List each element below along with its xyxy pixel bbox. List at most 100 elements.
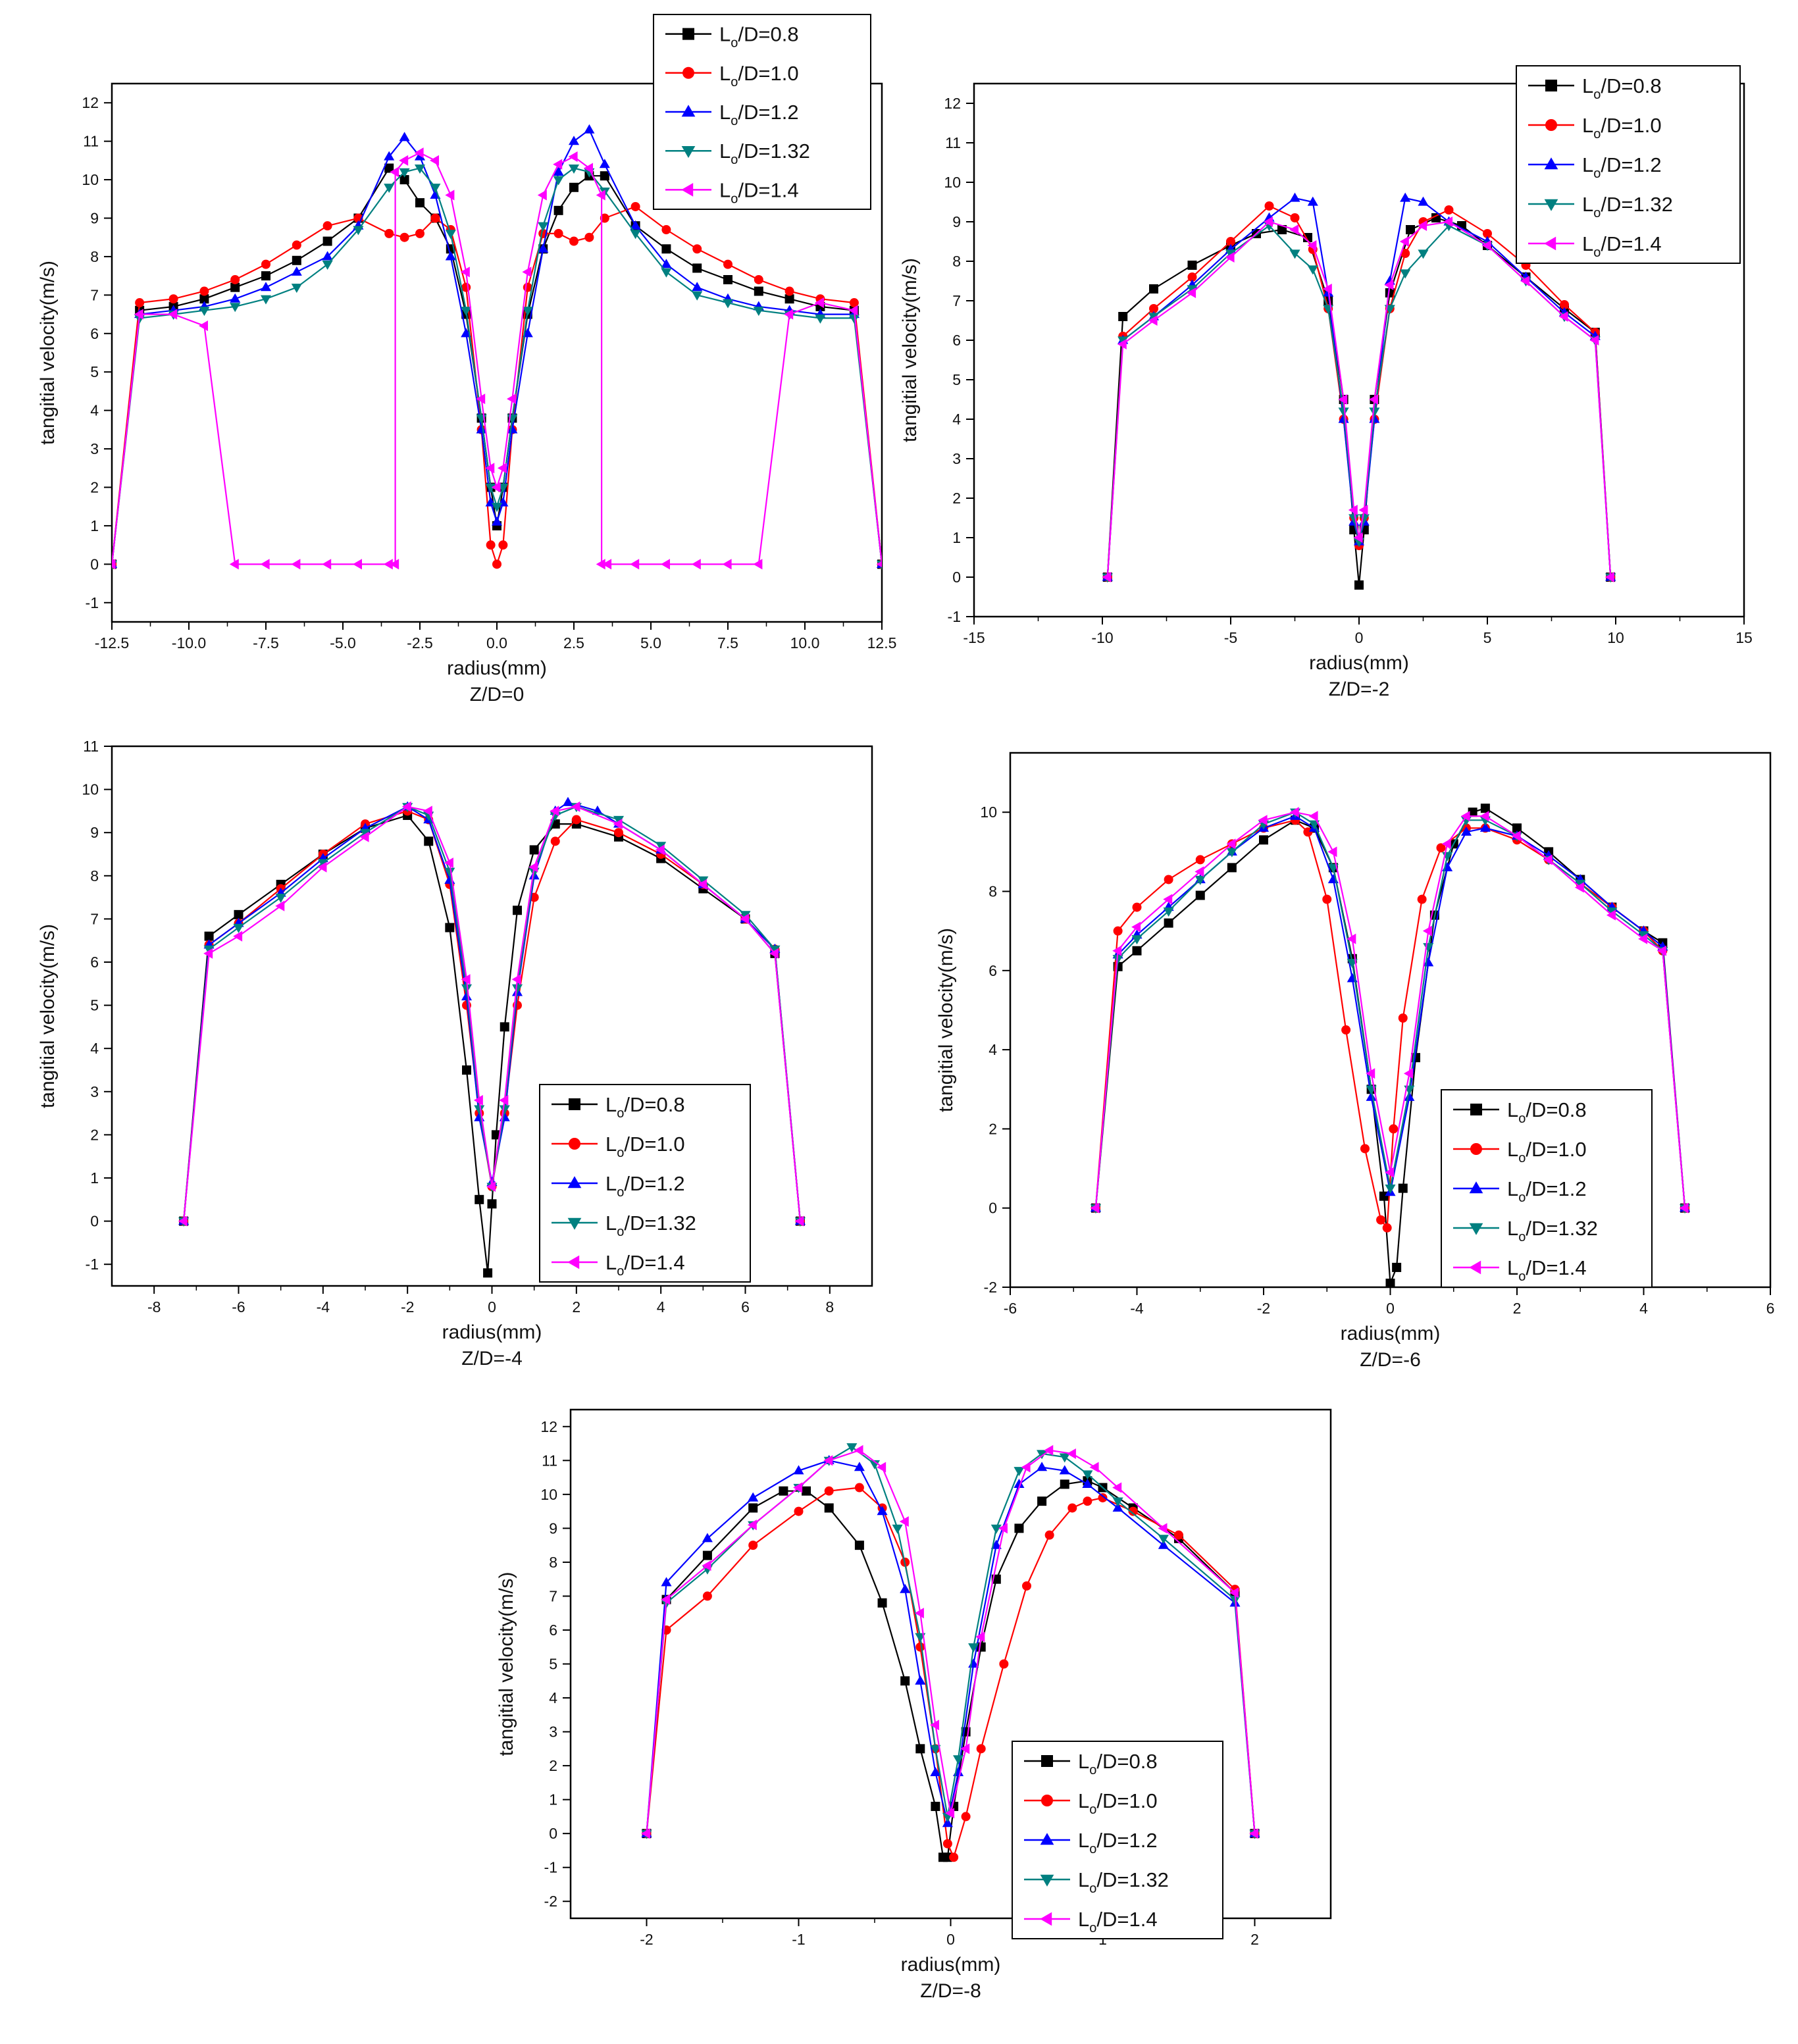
y-tick-label: 12 (540, 1418, 557, 1435)
data-point (390, 166, 399, 178)
data-point (945, 1808, 955, 1819)
data-point (1376, 1215, 1386, 1225)
data-point (1369, 407, 1380, 417)
data-point (1348, 504, 1358, 516)
data-point (322, 251, 333, 261)
data-point (1399, 236, 1409, 247)
data-point (1385, 1278, 1395, 1287)
data-point (784, 309, 794, 320)
x-tick-label: 10 (1607, 629, 1624, 646)
y-axis-label: tangitial velocity(m/s) (496, 1571, 517, 1756)
data-point (900, 1583, 911, 1593)
data-point (848, 314, 860, 324)
data-point (1044, 1444, 1054, 1456)
plot-area (641, 1443, 1260, 1862)
data-point (899, 1516, 909, 1527)
data-point (1511, 830, 1521, 842)
y-tick-label: 0 (952, 569, 961, 586)
data-point (854, 1541, 864, 1550)
data-point (613, 819, 623, 830)
series-l-o-d-1-2 (112, 124, 882, 568)
data-point (1117, 338, 1127, 350)
data-point (178, 1215, 188, 1227)
data-point (1560, 300, 1569, 309)
data-point (960, 1743, 970, 1754)
data-point (1194, 875, 1206, 885)
y-axis-label: tangitial velocity(m/s) (935, 928, 957, 1112)
data-point (1400, 192, 1411, 202)
data-point (1259, 835, 1268, 845)
y-tick-label: 4 (549, 1689, 557, 1706)
data-point (511, 984, 523, 994)
x-tick-label: -5 (1224, 629, 1237, 646)
y-tick-label: 10 (944, 174, 961, 191)
data-point (769, 948, 779, 959)
data-point (461, 282, 471, 292)
data-point (692, 263, 702, 273)
y-tick-label: 11 (83, 133, 99, 150)
data-point (1400, 269, 1411, 279)
data-point (1131, 935, 1143, 945)
y-tick-label: 7 (90, 910, 99, 927)
data-point (1128, 1506, 1138, 1516)
legend: Lo/D=0.8 Lo/D=1.0 Lo/D=1.2 Lo/D=1.32 Lo/D=1.… (1516, 65, 1741, 264)
data-point (487, 1199, 497, 1209)
data-point (461, 328, 472, 338)
data-point (1348, 514, 1360, 524)
data-point (1102, 571, 1112, 583)
y-tick-label: 8 (989, 883, 997, 900)
x-axis-label: radius(mm) (1341, 1323, 1441, 1344)
data-point (476, 424, 487, 434)
legend-label: Lo/D=1.32 (1582, 193, 1673, 220)
y-tick-label: 10 (82, 171, 99, 188)
data-point (359, 829, 371, 838)
data-point (168, 309, 178, 320)
data-point (1187, 287, 1196, 299)
series-line (1106, 217, 1612, 586)
data-point (655, 844, 665, 856)
data-point (229, 559, 239, 570)
legend-label: Lo/D=0.8 (1078, 1750, 1158, 1777)
data-point (1277, 225, 1287, 234)
data-point (1417, 894, 1427, 904)
data-point (1638, 933, 1648, 944)
y-tick-label: 2 (549, 1757, 557, 1774)
plot-area (1102, 192, 1616, 590)
y-tick-label: 0 (90, 1213, 99, 1230)
plot-area (178, 796, 806, 1278)
legend-label: Lo/D=0.8 (1507, 1098, 1587, 1126)
y-tick-label: 7 (952, 292, 961, 309)
data-point (900, 1676, 910, 1686)
data-point (691, 559, 701, 570)
data-point (1327, 846, 1337, 857)
legend-label: Lo/D=1.2 (605, 1172, 685, 1200)
data-point (698, 876, 709, 886)
data-point (460, 267, 470, 278)
data-point (998, 1523, 1008, 1534)
data-point (569, 236, 578, 246)
legend-marker (682, 66, 694, 79)
series-l-o-d-1-0 (112, 201, 882, 569)
data-point (383, 559, 393, 570)
data-point (1347, 933, 1356, 944)
data-point (522, 328, 533, 338)
data-point (1021, 1462, 1031, 1473)
data-point (614, 828, 623, 838)
chart-zd-0: -12.5 -10.0 -7.5 -5.0 -2.5 0.0 2.5 5.0 7.5 10.0 12… (37, 14, 896, 705)
data-point (1308, 820, 1320, 830)
legend-marker (567, 1176, 582, 1188)
data-point (1289, 192, 1300, 202)
data-point (486, 540, 496, 550)
data-point (1443, 216, 1453, 228)
data-point (1037, 1450, 1048, 1460)
data-point (1338, 394, 1348, 405)
data-point (322, 559, 332, 570)
y-tick-label: -2 (984, 1279, 997, 1296)
y-tick-label: 5 (90, 363, 99, 380)
y-tick-label: 9 (952, 213, 961, 230)
series-l-o-d-1-32 (112, 164, 882, 570)
data-point (275, 900, 285, 911)
x-tick-label: 0 (488, 1298, 496, 1316)
data-point (414, 147, 424, 159)
data-point (661, 1594, 671, 1605)
